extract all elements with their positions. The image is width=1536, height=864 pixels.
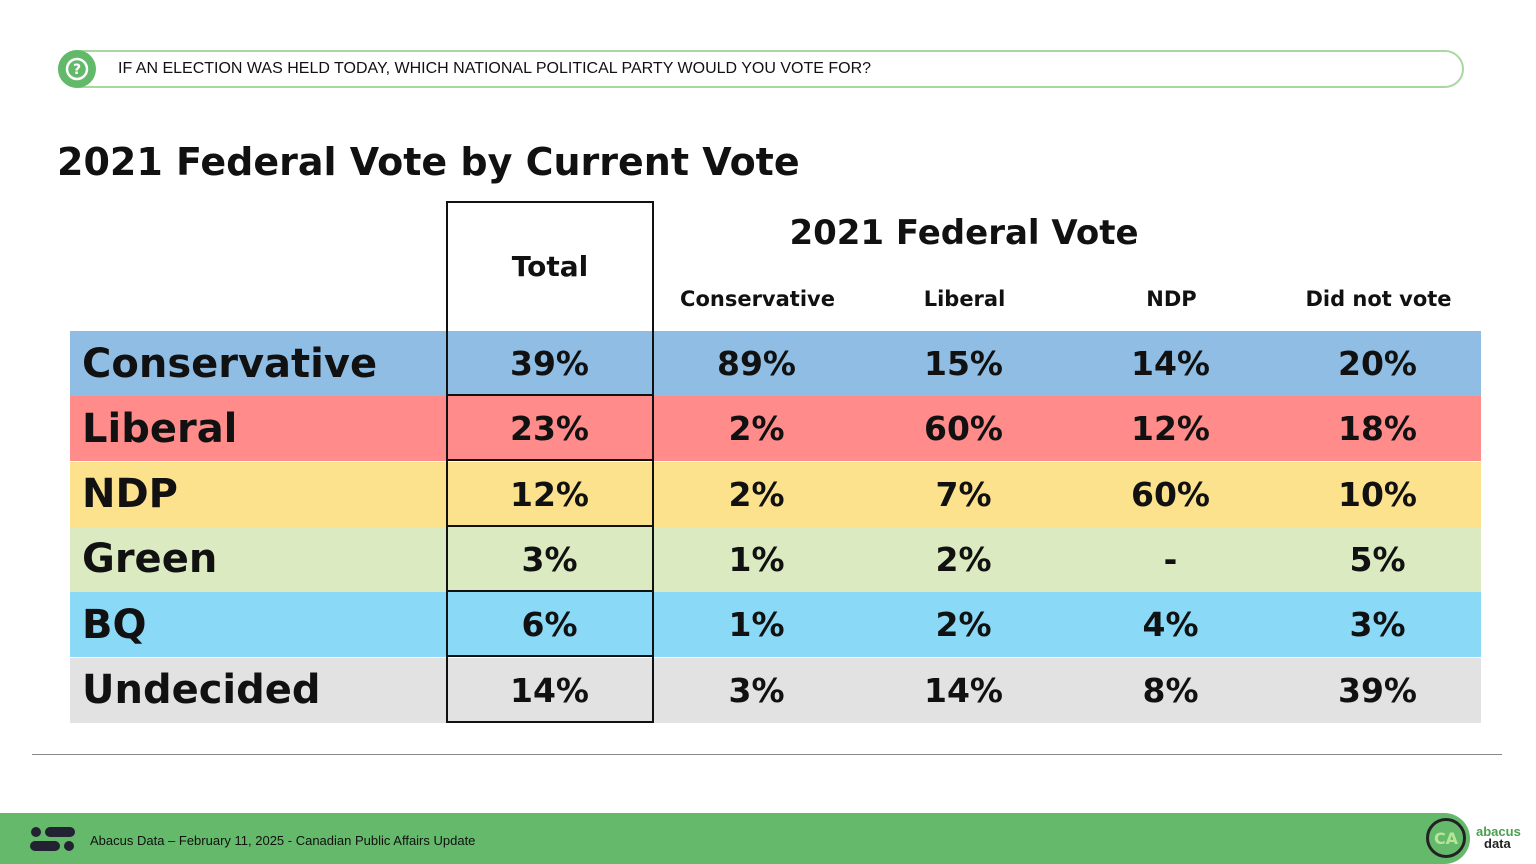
footer-bar (0, 813, 1470, 864)
svg-text:?: ? (73, 62, 81, 78)
total-header: Total (511, 250, 589, 283)
value-cell: 10% (1338, 474, 1417, 514)
total-cell: 6% (446, 592, 653, 658)
question-text: IF AN ELECTION WAS HELD TODAY, WHICH NAT… (118, 60, 872, 77)
value-cell: 60% (924, 409, 1003, 449)
group-header: 2021 Federal Vote (789, 213, 1139, 253)
total-column-border (446, 201, 654, 723)
value-cell: 2% (935, 539, 992, 579)
value-cell: 89% (717, 344, 796, 383)
value-cell: 3% (1349, 605, 1406, 645)
column-header: Did not vote (1305, 287, 1452, 311)
value-cell: 1% (728, 605, 785, 645)
page-title: 2021 Federal Vote by Current Vote (57, 140, 800, 184)
value-cell: 2% (728, 409, 785, 449)
total-cell: 3% (446, 527, 653, 592)
value-cell: 3% (728, 670, 785, 710)
table-row: Green 3% 1% 2% - 5% (70, 526, 1481, 592)
value-cell: - (1163, 539, 1178, 579)
table-row: BQ 6% 1% 2% 4% 3% (70, 592, 1481, 658)
column-header: Liberal (923, 287, 1006, 311)
value-cell: 4% (1142, 605, 1199, 645)
value-cell: 14% (924, 670, 1003, 710)
question-icon: ? (58, 50, 96, 88)
logo-word: data (1484, 836, 1511, 851)
value-cell: 15% (924, 344, 1003, 383)
value-cell: 39% (1338, 670, 1417, 710)
row-label: BQ (82, 601, 147, 648)
divider (32, 754, 1502, 755)
value-cell: 2% (935, 605, 992, 645)
total-cell: 12% (446, 462, 653, 527)
abacus-logo: abacus data (1476, 824, 1521, 851)
row-label: Green (82, 536, 218, 583)
value-cell: 20% (1338, 344, 1417, 383)
value-cell: 60% (1131, 474, 1210, 514)
abacus-mark-icon (30, 827, 75, 851)
value-cell: 5% (1349, 539, 1406, 579)
total-cell: 23% (446, 396, 653, 462)
column-header: NDP (1146, 287, 1197, 311)
logo-word: abacus (1476, 824, 1521, 839)
value-cell: 1% (728, 539, 785, 579)
row-label: NDP (82, 471, 178, 518)
table-row: Undecided 14% 3% 14% 8% 39% (70, 657, 1481, 723)
footer-text: Abacus Data – February 11, 2025 - Canadi… (90, 833, 476, 848)
row-label: Conservative (82, 340, 378, 387)
ca-logo: CA (1426, 818, 1466, 858)
value-cell: 2% (728, 474, 785, 514)
row-label: Undecided (82, 667, 321, 713)
total-cell: 14% (510, 670, 589, 710)
value-cell: 7% (935, 474, 992, 514)
value-cell: 14% (1131, 344, 1210, 383)
row-label: Liberal (82, 405, 238, 452)
table-row: Liberal 23% 2% 60% 12% 18% (70, 396, 1481, 462)
total-cell: 39% (446, 331, 653, 396)
value-cell: 18% (1338, 409, 1417, 449)
table-row: NDP 12% 2% 7% 60% 10% (70, 461, 1481, 527)
table-row: Conservative 39% 89% 15% 14% 20% (70, 331, 1481, 396)
value-cell: 8% (1142, 670, 1199, 710)
value-cell: 12% (1131, 409, 1210, 449)
column-header: Conservative (680, 287, 835, 311)
